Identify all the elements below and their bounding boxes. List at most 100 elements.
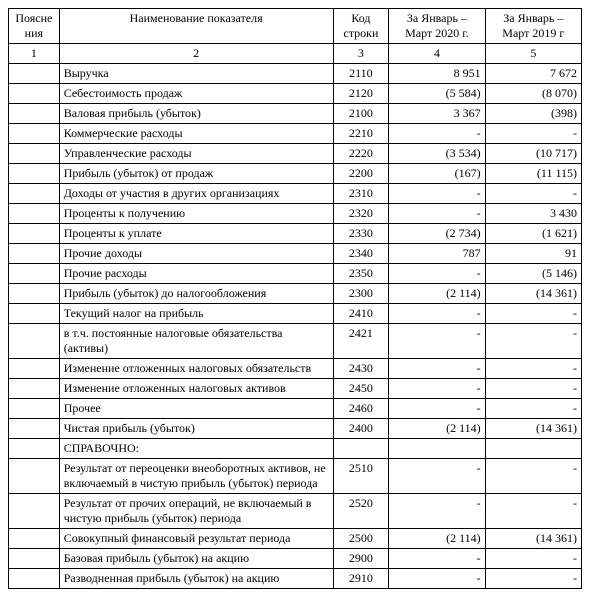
cell-code: 2500: [333, 529, 389, 549]
cell-indicator: Разводненная прибыль (убыток) на акцию: [59, 569, 333, 589]
cell-indicator: Прибыль (убыток) до налогообложения: [59, 284, 333, 304]
cell-2020: -: [389, 124, 485, 144]
table-row: Прибыль (убыток) от продаж2200(167)(11 1…: [9, 164, 582, 184]
cell-notes: [9, 419, 60, 439]
cell-indicator: Прочие доходы: [59, 244, 333, 264]
cell-2020: -: [389, 324, 485, 359]
header-2019: За Январь – Март 2019 г: [485, 9, 581, 44]
cell-code: 2210: [333, 124, 389, 144]
cell-2019: -: [485, 399, 581, 419]
cell-notes: [9, 84, 60, 104]
cell-indicator: Результат от прочих операций, не включае…: [59, 494, 333, 529]
cell-2020: -: [389, 204, 485, 224]
table-row: Проценты к уплате2330(2 734)(1 621): [9, 224, 582, 244]
cell-notes: [9, 104, 60, 124]
cell-2019: -: [485, 184, 581, 204]
cell-2019: -: [485, 569, 581, 589]
cell-2020: -: [389, 459, 485, 494]
cell-code: 2220: [333, 144, 389, 164]
table-row: Результат от переоценки внеоборотных акт…: [9, 459, 582, 494]
cell-2019: (10 717): [485, 144, 581, 164]
cell-2020: -: [389, 379, 485, 399]
cell-notes: [9, 439, 60, 459]
cell-indicator: в т.ч. постоянные налоговые обязательств…: [59, 324, 333, 359]
cell-2019: -: [485, 379, 581, 399]
table-row: СПРАВОЧНО:: [9, 439, 582, 459]
cell-notes: [9, 144, 60, 164]
cell-2019: (11 115): [485, 164, 581, 184]
cell-2019: (14 361): [485, 529, 581, 549]
cell-code: 2510: [333, 459, 389, 494]
cell-code: 2100: [333, 104, 389, 124]
cell-2019: -: [485, 324, 581, 359]
table-row: в т.ч. постоянные налоговые обязательств…: [9, 324, 582, 359]
table-row: Коммерческие расходы2210--: [9, 124, 582, 144]
cell-2019: -: [485, 549, 581, 569]
cell-2019: 91: [485, 244, 581, 264]
table-row: Прибыль (убыток) до налогообложения2300(…: [9, 284, 582, 304]
cell-notes: [9, 324, 60, 359]
cell-indicator: Прочее: [59, 399, 333, 419]
table-row: Доходы от участия в других организациях2…: [9, 184, 582, 204]
cell-notes: [9, 304, 60, 324]
cell-2020: 787: [389, 244, 485, 264]
cell-indicator: Проценты к получению: [59, 204, 333, 224]
cell-code: 2350: [333, 264, 389, 284]
cell-code: 2340: [333, 244, 389, 264]
cell-notes: [9, 204, 60, 224]
cell-indicator: Текущий налог на прибыль: [59, 304, 333, 324]
cell-2019: -: [485, 494, 581, 529]
cell-indicator: Чистая прибыль (убыток): [59, 419, 333, 439]
cell-2020: -: [389, 304, 485, 324]
cell-notes: [9, 164, 60, 184]
cell-2020: -: [389, 494, 485, 529]
cell-2019: -: [485, 304, 581, 324]
cell-2020: -: [389, 264, 485, 284]
table-row: Управленческие расходы2220(3 534)(10 717…: [9, 144, 582, 164]
cell-code: 2900: [333, 549, 389, 569]
cell-indicator: Себестоимость продаж: [59, 84, 333, 104]
cell-2020: (167): [389, 164, 485, 184]
cell-2019: (1 621): [485, 224, 581, 244]
cell-indicator: Изменение отложенных налоговых активов: [59, 379, 333, 399]
cell-indicator: Результат от переоценки внеоборотных акт…: [59, 459, 333, 494]
colnum-5: 5: [485, 44, 581, 64]
cell-2020: (3 534): [389, 144, 485, 164]
cell-indicator: СПРАВОЧНО:: [59, 439, 333, 459]
cell-indicator: Совокупный финансовый результат периода: [59, 529, 333, 549]
cell-code: 2200: [333, 164, 389, 184]
cell-code: 2430: [333, 359, 389, 379]
table-row: Изменение отложенных налоговых обязатель…: [9, 359, 582, 379]
cell-indicator: Выручка: [59, 64, 333, 84]
cell-indicator: Прочие расходы: [59, 264, 333, 284]
cell-code: 2300: [333, 284, 389, 304]
header-code: Код строки: [333, 9, 389, 44]
cell-2020: (2 114): [389, 419, 485, 439]
cell-code: 2460: [333, 399, 389, 419]
cell-notes: [9, 244, 60, 264]
table-row: Совокупный финансовый результат периода2…: [9, 529, 582, 549]
cell-indicator: Базовая прибыль (убыток) на акцию: [59, 549, 333, 569]
cell-notes: [9, 124, 60, 144]
cell-2019: (398): [485, 104, 581, 124]
cell-notes: [9, 224, 60, 244]
cell-2020: (5 584): [389, 84, 485, 104]
cell-code: 2910: [333, 569, 389, 589]
cell-2019: (5 146): [485, 264, 581, 284]
header-indicator: Наименование показателя: [59, 9, 333, 44]
cell-2019: (14 361): [485, 419, 581, 439]
cell-2020: [389, 439, 485, 459]
cell-2019: 7 672: [485, 64, 581, 84]
cell-code: 2421: [333, 324, 389, 359]
cell-notes: [9, 494, 60, 529]
table-row: Валовая прибыль (убыток)21003 367(398): [9, 104, 582, 124]
table-row: Прочие доходы234078791: [9, 244, 582, 264]
cell-notes: [9, 459, 60, 494]
colnum-1: 1: [9, 44, 60, 64]
table-row: Результат от прочих операций, не включае…: [9, 494, 582, 529]
cell-2019: 3 430: [485, 204, 581, 224]
cell-notes: [9, 184, 60, 204]
table-row: Разводненная прибыль (убыток) на акцию29…: [9, 569, 582, 589]
cell-notes: [9, 379, 60, 399]
cell-indicator: Проценты к уплате: [59, 224, 333, 244]
